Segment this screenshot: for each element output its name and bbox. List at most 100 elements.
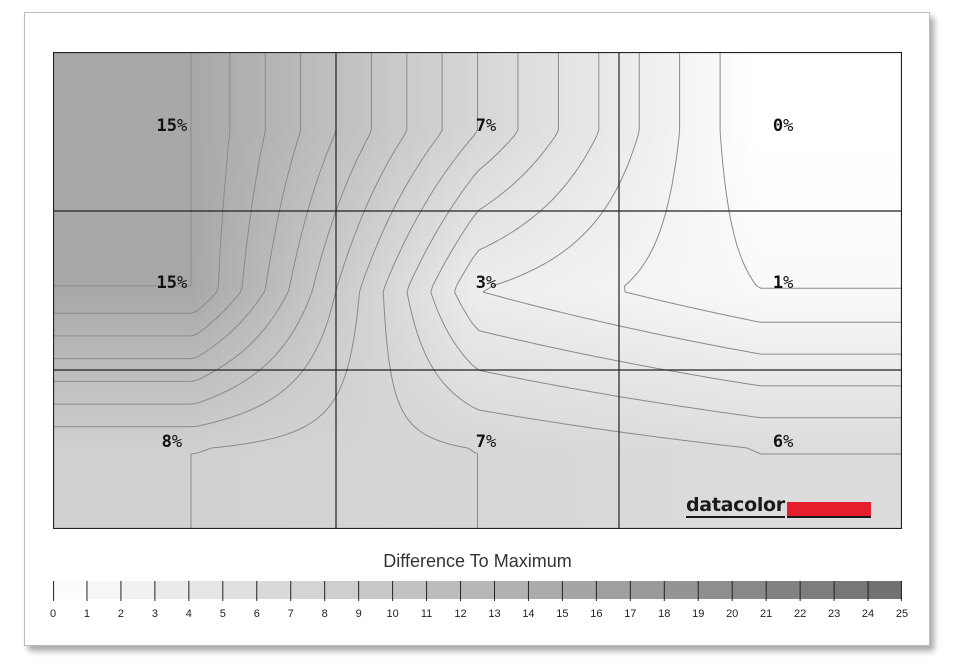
cell-value-r3c1: 8% — [162, 432, 183, 452]
cell-value-r2c2: 3% — [476, 273, 497, 293]
legend-tick-label: 13 — [488, 608, 501, 620]
datacolor-logo: datacolor — [686, 492, 871, 518]
legend-tick-label: 23 — [827, 608, 841, 620]
legend-tick-label: 10 — [386, 608, 399, 620]
cell-unit: % — [171, 432, 183, 453]
contour-level-5 — [430, 52, 902, 419]
cell-unit: % — [783, 432, 794, 453]
legend-swatch — [494, 581, 529, 599]
legend-tick-label: 19 — [692, 608, 705, 620]
legend-tick-label: 8 — [321, 608, 328, 620]
cell-value-r3c3: 6% — [773, 432, 794, 452]
legend-tick-label: 0 — [49, 608, 57, 620]
legend-swatch — [222, 581, 258, 599]
legend-swatch — [868, 581, 902, 599]
cell-value-r1c3: 0% — [773, 116, 794, 136]
heatmap-field — [53, 52, 902, 529]
contour-level-9 — [53, 52, 408, 428]
cell-number: 6 — [772, 432, 784, 453]
legend-swatch — [86, 581, 122, 599]
legend-tick-label: 21 — [760, 608, 773, 620]
legend-swatch — [698, 581, 733, 599]
legend-tick-label: 12 — [454, 608, 467, 620]
cell-number: 15 — [156, 272, 177, 293]
uniformity-heatmap — [53, 52, 902, 529]
legend-tick-label: 4 — [185, 608, 192, 620]
cell-unit: % — [783, 115, 794, 136]
heatmap-svg — [53, 52, 902, 529]
cell-value-r1c2: 7% — [476, 116, 497, 136]
legend-swatch — [188, 581, 224, 599]
legend-tick-label: 18 — [658, 608, 671, 620]
legend-swatch — [732, 581, 767, 599]
legend-scale — [53, 581, 902, 601]
legend-swatch — [562, 581, 597, 599]
cell-unit: % — [783, 272, 794, 293]
cell-unit: % — [485, 272, 497, 293]
cell-grid — [53, 52, 902, 529]
legend-tick-label: 17 — [624, 608, 637, 620]
cell-unit: % — [485, 115, 497, 136]
legend-swatch — [154, 581, 190, 599]
legend-swatch — [290, 581, 326, 599]
contour-level-12 — [53, 52, 302, 360]
legend-swatch — [53, 581, 88, 599]
contour-level-10 — [53, 52, 372, 405]
cell-number: 3 — [475, 272, 486, 293]
legend-tick-label: 6 — [253, 608, 260, 620]
legend-swatch — [528, 581, 563, 599]
cell-number: 7 — [475, 115, 486, 136]
legend-swatch — [800, 581, 835, 599]
legend-swatch — [596, 581, 631, 599]
contour-level-4 — [454, 52, 902, 387]
legend-tick-label: 11 — [420, 608, 433, 620]
legend-tick-label: 2 — [117, 608, 124, 620]
logo-red-bar — [786, 502, 871, 518]
legend-swatch — [392, 581, 428, 599]
legend-swatch — [664, 581, 699, 599]
legend-tick-label: 20 — [726, 608, 739, 620]
legend-tick-label: 14 — [522, 608, 535, 620]
legend-tick-label: 9 — [355, 608, 362, 620]
contour-level-1 — [719, 52, 902, 289]
contour-level-13 — [53, 52, 266, 337]
cell-value-r3c2: 7% — [476, 432, 497, 452]
legend-swatch — [358, 581, 394, 599]
contour-lines — [53, 52, 902, 529]
legend-swatch — [766, 581, 801, 599]
cell-number: 1 — [772, 272, 784, 293]
contour-level-14 — [53, 52, 231, 314]
contour-level-6 — [406, 52, 902, 455]
contour-level-2 — [624, 52, 902, 323]
legend-tick-label: 24 — [861, 608, 875, 620]
legend-tick-label: 22 — [793, 608, 807, 620]
legend-swatch — [256, 581, 292, 599]
legend-title: Difference To Maximum — [383, 551, 572, 571]
legend-swatch — [834, 581, 869, 599]
cell-number: 8 — [161, 432, 172, 453]
plot-border — [53, 52, 902, 529]
contour-level-3 — [482, 52, 902, 355]
contour-level-7 — [382, 52, 479, 529]
legend-tick-label: 16 — [590, 608, 603, 620]
cell-number: 15 — [156, 115, 177, 136]
cell-unit: % — [176, 272, 188, 293]
cell-unit: % — [176, 115, 188, 136]
cell-unit: % — [485, 432, 497, 453]
cell-value-r1c1: 15% — [156, 116, 187, 136]
logo-text: datacolor — [686, 494, 785, 518]
cell-value-r2c3: 1% — [773, 273, 794, 293]
legend-tick-label: 3 — [151, 608, 158, 620]
legend-swatch — [426, 581, 462, 599]
legend-swatch — [460, 581, 495, 599]
cell-number: 0 — [772, 115, 784, 136]
legend-swatch — [630, 581, 665, 599]
legend-tick-label: 15 — [556, 608, 569, 620]
legend-tick-label: 7 — [287, 608, 294, 620]
legend-swatch — [324, 581, 360, 599]
cell-value-r2c1: 15% — [156, 273, 187, 293]
cell-number: 7 — [475, 432, 486, 453]
contour-level-15 — [53, 52, 192, 287]
legend-tick-label: 1 — [83, 608, 91, 620]
legend-swatch — [120, 581, 156, 599]
